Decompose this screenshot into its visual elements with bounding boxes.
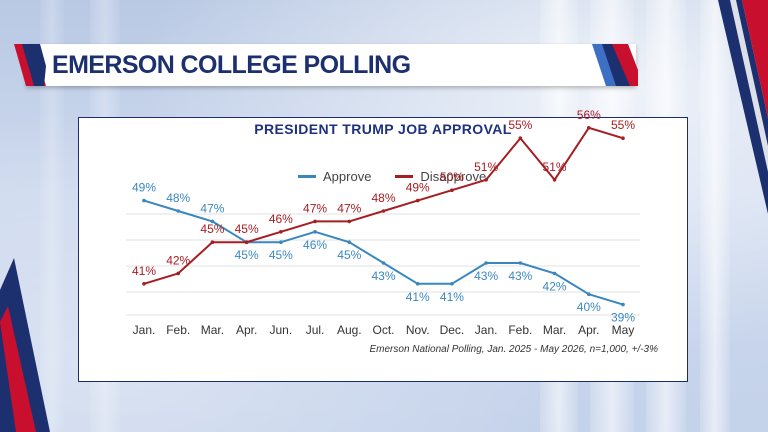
legend-label-approve: Approve [323, 168, 372, 184]
data-point-approve [586, 292, 591, 297]
data-label-approve: 45% [235, 248, 259, 262]
data-label-approve: 43% [371, 269, 395, 283]
data-label-approve: 41% [440, 290, 464, 304]
data-point-approve [552, 271, 557, 276]
data-point-disapprove [176, 271, 181, 276]
page-title: EMERSON COLLEGE POLLING [52, 51, 411, 79]
data-label-disapprove: 56% [577, 108, 601, 122]
x-tick-label: Jan. [133, 323, 156, 337]
data-label-disapprove: 47% [337, 201, 361, 215]
data-point-disapprove [347, 219, 352, 224]
x-tick-label: Feb. [508, 323, 532, 337]
x-tick-label: Jun. [270, 323, 293, 337]
data-label-approve: 39% [611, 311, 635, 325]
data-point-approve [210, 219, 215, 224]
data-label-approve: 45% [269, 248, 293, 262]
legend-label-disapprove: Disapprove [420, 168, 487, 184]
data-label-approve: 43% [474, 269, 498, 283]
data-point-approve [142, 198, 146, 203]
data-point-disapprove [484, 178, 488, 182]
data-label-approve: 46% [303, 238, 327, 252]
data-label-approve: 42% [543, 279, 567, 293]
data-label-disapprove: 51% [543, 160, 567, 174]
data-label-disapprove: 51% [474, 160, 498, 174]
data-label-disapprove: 55% [611, 118, 635, 132]
x-tick-label: Jan. [475, 323, 498, 337]
data-point-disapprove [210, 240, 215, 244]
data-label-approve: 43% [508, 269, 532, 283]
data-point-disapprove [552, 178, 557, 182]
x-tick-label: Nov. [406, 323, 430, 337]
title-banner [26, 44, 636, 86]
legend-swatch-approve [298, 174, 316, 178]
data-point-disapprove [621, 136, 625, 140]
data-point-disapprove [381, 209, 386, 213]
data-label-approve: 49% [132, 181, 156, 195]
chart-title: PRESIDENT TRUMP JOB APPROVAL [254, 121, 512, 137]
data-point-approve [450, 282, 454, 286]
data-point-disapprove [518, 136, 523, 140]
data-point-approve [313, 230, 317, 234]
data-point-approve [381, 261, 386, 265]
legend-item-approve: Approve [298, 169, 371, 184]
data-point-disapprove [586, 126, 591, 130]
data-label-approve: 47% [200, 201, 224, 215]
data-label-disapprove: 55% [508, 118, 532, 132]
data-label-disapprove: 45% [235, 222, 259, 236]
data-label-disapprove: 49% [406, 181, 430, 195]
banner-accent-right [592, 44, 638, 86]
data-point-disapprove [244, 240, 249, 244]
data-label-disapprove: 42% [166, 253, 190, 267]
data-label-disapprove: 41% [132, 264, 156, 278]
data-label-disapprove: 45% [200, 222, 224, 236]
x-tick-label: Mar. [201, 323, 224, 337]
x-tick-label: Dec. [440, 323, 465, 337]
data-point-approve [415, 282, 420, 286]
chart-panel [78, 117, 688, 382]
data-point-disapprove [415, 198, 420, 203]
data-point-disapprove [313, 219, 317, 224]
data-point-approve [484, 261, 488, 265]
data-point-disapprove [142, 282, 146, 286]
data-point-approve [518, 261, 523, 265]
data-point-approve [176, 209, 181, 213]
data-label-disapprove: 50% [440, 170, 464, 184]
data-label-approve: 40% [577, 300, 601, 314]
banner-accent-left [14, 44, 46, 86]
x-tick-label: Feb. [166, 323, 190, 337]
x-tick-label: Jul. [306, 323, 325, 337]
legend-item-disapprove: Disapprove [395, 169, 486, 184]
x-tick-label: Apr. [236, 323, 257, 337]
x-tick-label: Aug. [337, 323, 362, 337]
data-label-disapprove: 48% [371, 191, 395, 205]
data-point-approve [279, 240, 283, 244]
chart-legend: Approve Disapprove [298, 168, 510, 184]
data-point-approve [347, 240, 352, 244]
x-tick-label: May [612, 323, 635, 337]
data-point-disapprove [450, 188, 454, 192]
x-tick-label: Mar. [543, 323, 566, 337]
data-label-approve: 48% [166, 191, 190, 205]
x-tick-label: Oct. [372, 323, 394, 337]
data-label-disapprove: 46% [269, 212, 293, 226]
data-point-approve [621, 302, 625, 307]
data-point-disapprove [279, 230, 283, 234]
data-label-approve: 45% [337, 248, 361, 262]
data-label-approve: 41% [406, 290, 430, 304]
x-tick-label: Apr. [578, 323, 599, 337]
legend-swatch-disapprove [395, 174, 414, 178]
data-label-disapprove: 47% [303, 201, 327, 215]
source-note: Emerson National Polling, Jan. 2025 - Ma… [369, 344, 658, 355]
